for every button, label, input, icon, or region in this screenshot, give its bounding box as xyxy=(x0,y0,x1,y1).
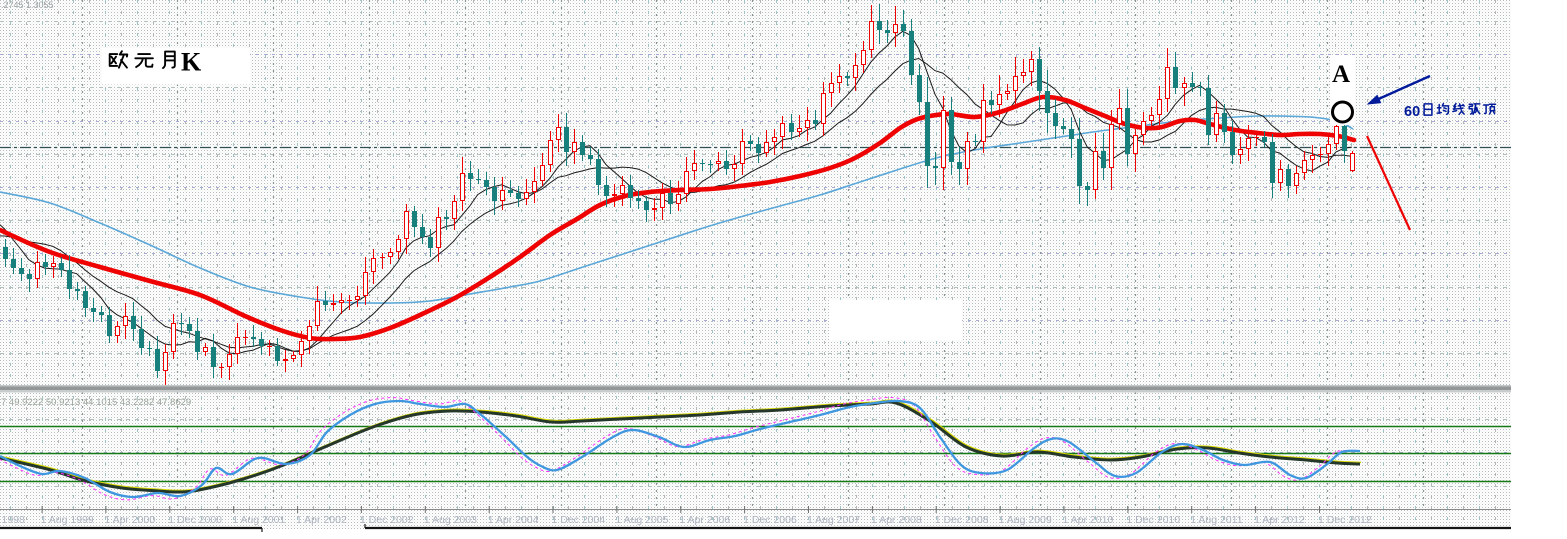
svg-text:1 Aug 2003: 1 Aug 2003 xyxy=(424,514,477,526)
svg-text:1 Apr 2012: 1 Apr 2012 xyxy=(1254,514,1305,526)
svg-text:1 Dec 2008: 1 Dec 2008 xyxy=(935,514,989,526)
svg-text:1 Apr 2004: 1 Apr 2004 xyxy=(488,514,539,526)
svg-text:1 Aug 2001: 1 Aug 2001 xyxy=(232,514,285,526)
svg-text:1 Dec 2010: 1 Dec 2010 xyxy=(1126,514,1180,526)
svg-text:7 49.9222 50.9213 44.1015 43.2: 7 49.9222 50.9213 44.1015 43.2282 47.862… xyxy=(1,397,191,408)
svg-text:1 Aug 2005: 1 Aug 2005 xyxy=(615,514,668,526)
svg-text:1 Apr 2010: 1 Apr 2010 xyxy=(1063,514,1114,526)
svg-text:1 Apr 2006: 1 Apr 2006 xyxy=(679,514,730,526)
svg-text:1 Dec 2000: 1 Dec 2000 xyxy=(168,514,222,526)
svg-text:1 Dec 2006: 1 Dec 2006 xyxy=(743,514,797,526)
svg-text:1998: 1998 xyxy=(2,514,26,526)
svg-text:1 Apr 2002: 1 Apr 2002 xyxy=(296,514,347,526)
svg-text:1 Dec 2002: 1 Dec 2002 xyxy=(360,514,414,526)
svg-text:1 Dec 2004: 1 Dec 2004 xyxy=(552,514,606,526)
svg-text:A: A xyxy=(1332,61,1350,88)
svg-text:1 Apr 2000: 1 Apr 2000 xyxy=(104,514,155,526)
svg-text:.2745 1.3055: .2745 1.3055 xyxy=(1,0,54,10)
svg-text:1 Aug 2009: 1 Aug 2009 xyxy=(999,514,1052,526)
svg-text:1 Aug 2011: 1 Aug 2011 xyxy=(1190,514,1243,526)
svg-text:K: K xyxy=(181,48,202,77)
svg-text:60: 60 xyxy=(1404,104,1420,120)
svg-text:1 Apr 2008: 1 Apr 2008 xyxy=(871,514,922,526)
svg-text:1 Aug 1999: 1 Aug 1999 xyxy=(41,514,94,526)
svg-text:1 Dec 2012: 1 Dec 2012 xyxy=(1318,514,1372,526)
svg-text:1 Aug 2007: 1 Aug 2007 xyxy=(807,514,860,526)
